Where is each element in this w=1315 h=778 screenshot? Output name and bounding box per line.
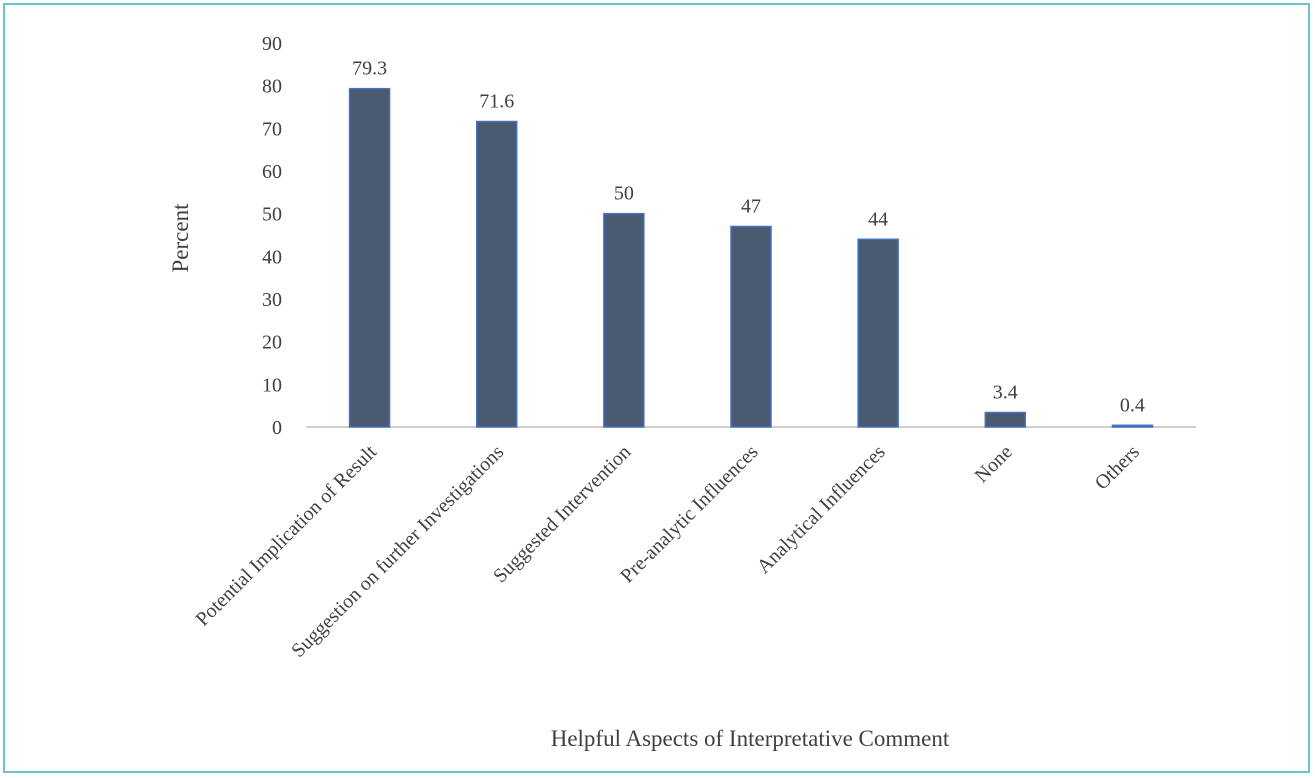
y-tick-label: 70 [262,118,282,140]
y-tick-label: 50 [262,204,282,226]
y-tick-label: 80 [262,76,282,98]
y-tick-label: 90 [262,33,282,55]
data-labels-group: 79.3 71.6 50 47 44 3.4 0.4 [352,58,1145,417]
bar [603,212,645,428]
data-label: 0.4 [1120,394,1145,416]
bar [475,120,518,428]
bar [1111,424,1154,428]
category-label: Pre-analytic Influences [616,441,762,587]
category-label: Suggested Intervention [489,441,635,587]
bar [984,411,1027,428]
y-tick-label: 40 [262,246,282,268]
category-label: None [971,441,1017,487]
bar [348,87,391,428]
bar [730,225,772,428]
data-label: 79.3 [352,58,387,80]
data-label: 71.6 [479,91,514,113]
y-axis-title: Percent [168,203,193,273]
data-label: 50 [614,183,634,205]
y-tick-label: 0 [272,417,282,439]
category-label: Analytical Influences [753,441,890,578]
x-axis-title: Helpful Aspects of Interpretative Commen… [551,726,950,751]
y-axis-ticks: 0 10 20 30 40 50 60 70 80 90 [262,33,282,439]
category-labels-group: Potential Implication of ResultSuggestio… [192,441,1145,662]
y-tick-label: 60 [262,161,282,183]
y-tick-label: 30 [262,289,282,311]
bar [857,238,899,428]
category-label: Suggestion on further Investigations [287,441,508,662]
data-label: 3.4 [993,381,1018,403]
data-label: 47 [741,195,761,217]
y-tick-label: 10 [262,374,282,396]
category-label: Others [1091,441,1144,494]
bars-group [348,87,1154,428]
y-tick-label: 20 [262,332,282,354]
chart-frame [3,3,1310,773]
data-label: 44 [868,208,888,230]
